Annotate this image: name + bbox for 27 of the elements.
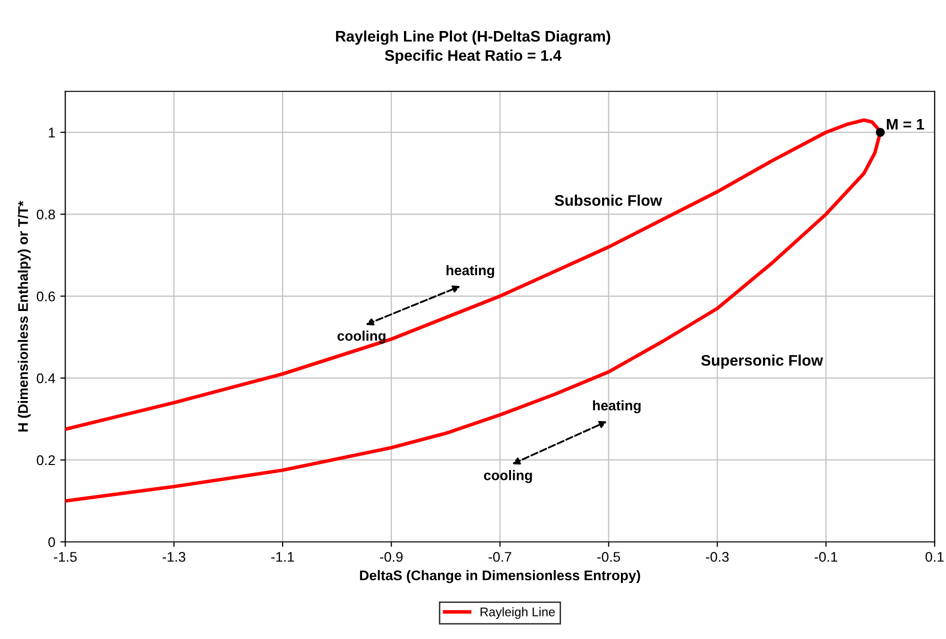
x-tick-label: -0.3 <box>706 552 729 562</box>
legend-label: Rayleigh Line <box>480 607 555 619</box>
x-tick-label: -0.9 <box>380 552 403 562</box>
y-tick-label: 1 <box>48 128 55 138</box>
y-tick-label: 0.6 <box>36 291 55 302</box>
chart-title: Rayleigh Line Plot (H-DeltaS Diagram) <box>336 30 610 45</box>
chart-subtitle: Specific Heat Ratio = 1.4 <box>384 50 562 64</box>
x-tick-label: -1.3 <box>162 552 186 562</box>
x-tick-label: 0.1 <box>926 552 944 562</box>
x-axis-title: DeltaS (Change in Dimensionless Entropy) <box>360 570 640 584</box>
x-tick-label: -1.5 <box>54 552 77 562</box>
x-tick-label: -0.5 <box>597 552 620 562</box>
y-tick-label: 0.2 <box>36 455 55 466</box>
y-tick-label: 0.8 <box>36 210 55 220</box>
annotation: heating <box>446 265 494 278</box>
annotation: heating <box>593 400 641 414</box>
y-axis-title: H (Dimensionless Enthalpy) or T/T* <box>18 200 31 432</box>
annotation: Supersonic Flow <box>701 354 824 369</box>
x-tick-label: -1.1 <box>271 552 294 562</box>
x-tick-label: -0.1 <box>814 552 838 562</box>
y-tick-label: 0 <box>48 537 56 548</box>
annotation: M = 1 <box>886 119 924 130</box>
annotation: cooling <box>337 330 386 344</box>
annotation: cooling <box>484 470 532 484</box>
x-tick-label: -0.7 <box>488 552 512 562</box>
y-tick-label: 0.4 <box>36 373 56 384</box>
annotation: Subsonic Flow <box>554 194 662 206</box>
